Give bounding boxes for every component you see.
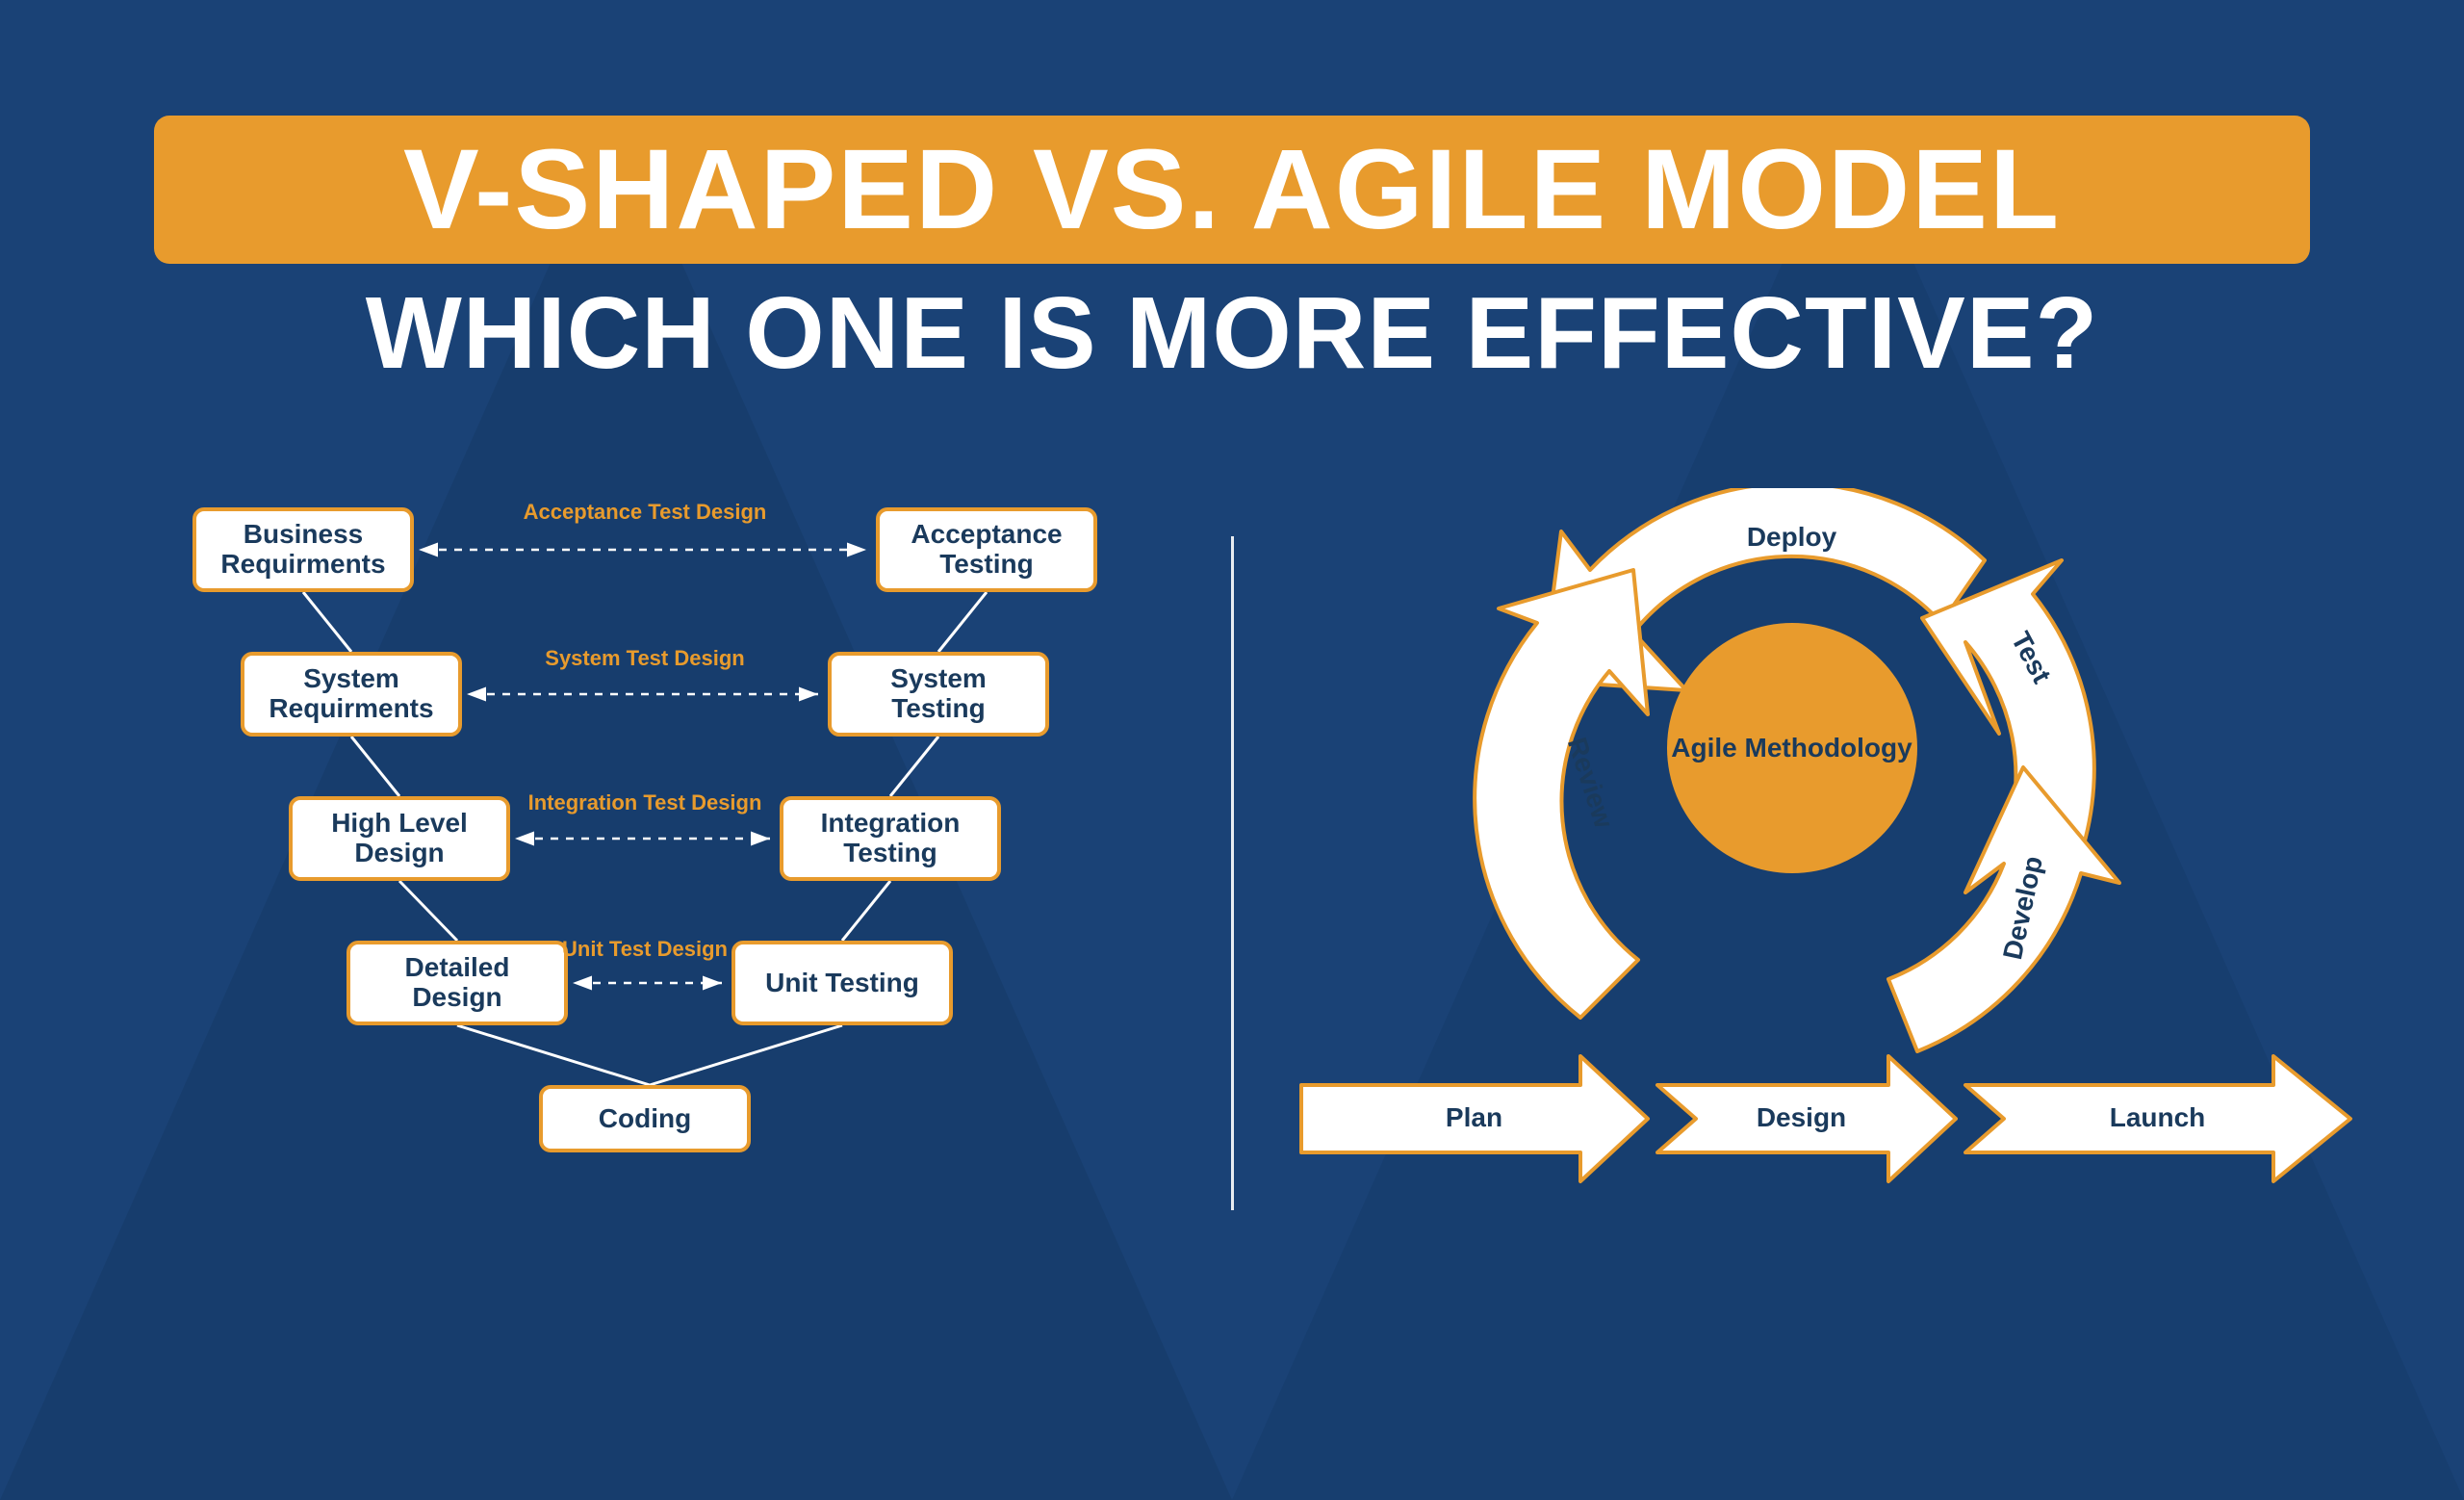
vnode-acceptance: Acceptance Testing — [876, 507, 1097, 592]
vertical-divider — [1231, 536, 1234, 1210]
agile-label-plan: Plan — [1398, 1102, 1552, 1133]
vnode-business-req: Business Requirments — [192, 507, 414, 592]
vnode-integration: Integration Testing — [780, 796, 1001, 881]
main-title: V-SHAPED VS. AGILE MODEL — [192, 133, 2272, 246]
vnode-high-level: High Level Design — [289, 796, 510, 881]
title-box: V-SHAPED VS. AGILE MODEL — [154, 116, 2310, 264]
vlabel-unit: Unit Test Design — [500, 937, 789, 962]
vlabel-system: System Test Design — [500, 646, 789, 671]
v-model-diagram: Business Requirments System Requirments … — [135, 488, 1173, 1278]
subtitle: WHICH ONE IS MORE EFFECTIVE? — [0, 275, 2464, 392]
agile-diagram: Agile Methodology Deploy Test Develop Re… — [1292, 488, 2330, 1278]
agile-label-launch: Launch — [2071, 1102, 2245, 1133]
agile-label-deploy: Deploy — [1725, 522, 1860, 553]
vlabel-integration: Integration Test Design — [500, 790, 789, 815]
vnode-coding: Coding — [539, 1085, 751, 1152]
vlabel-acceptance: Acceptance Test Design — [500, 500, 789, 525]
vnode-system-req: System Requirments — [241, 652, 462, 737]
agile-center: Agile Methodology — [1667, 623, 1917, 873]
arc-review — [1475, 570, 1648, 1018]
vnode-system-test: System Testing — [828, 652, 1049, 737]
agile-label-design: Design — [1725, 1102, 1879, 1133]
